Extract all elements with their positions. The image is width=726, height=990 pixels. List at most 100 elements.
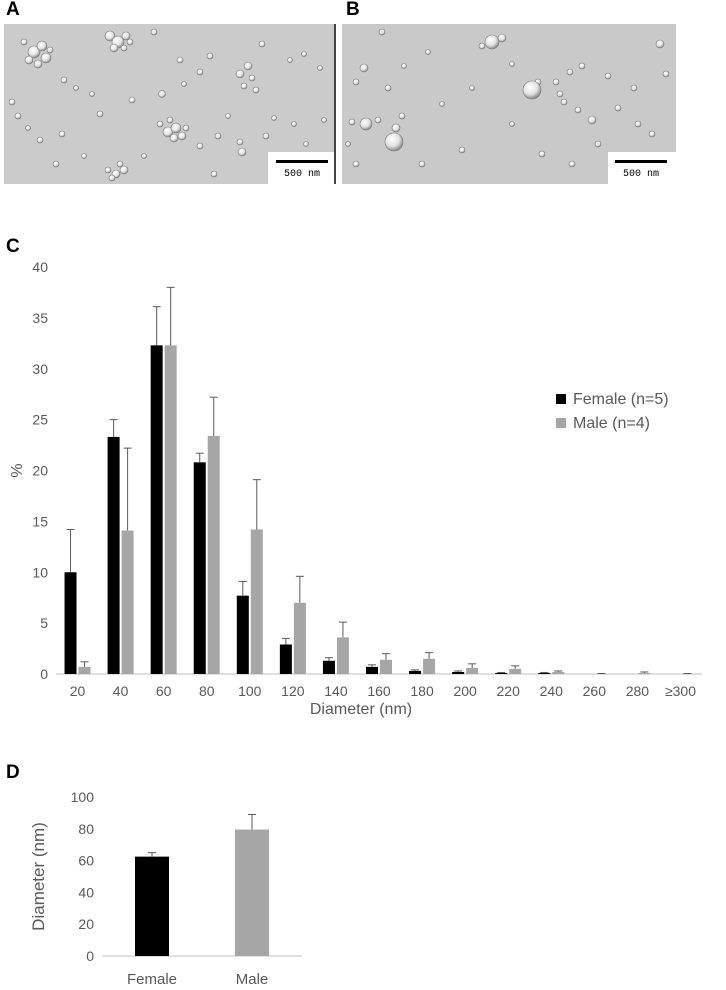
bar-male [78, 666, 91, 674]
vesicle [252, 86, 260, 94]
vesicle [469, 85, 475, 91]
vesicle [248, 74, 256, 82]
vesicle [158, 90, 166, 98]
vesicle [177, 131, 187, 141]
legend-label: Male (n=4) [573, 415, 650, 432]
vesicle [578, 62, 586, 70]
vesicle [359, 63, 369, 73]
y-tick-label: 40 [32, 259, 48, 275]
bar-male [164, 345, 177, 674]
panel-label-b: B [346, 0, 360, 20]
vesicle [60, 76, 68, 84]
vesicle [587, 115, 597, 125]
vesicle [182, 124, 190, 132]
vesicle [439, 101, 445, 107]
vesicle [119, 165, 129, 175]
x-axis-title: Diameter (nm) [310, 701, 412, 718]
bar-female [495, 672, 508, 674]
vesicles-a [8, 28, 327, 182]
x-tick-label: 240 [540, 683, 564, 699]
mean-diameter-chart: 0 20 40 60 80 100 Female Male Diameter (nm) [29, 789, 302, 988]
x-tick-label: 100 [238, 683, 262, 699]
bar-male [250, 529, 263, 674]
vesicle [634, 120, 642, 128]
bar-male [552, 671, 565, 674]
bar-female [64, 572, 77, 674]
vesicle [497, 33, 507, 43]
vesicle [374, 116, 382, 124]
vesicle [262, 132, 270, 140]
vesicle [458, 146, 466, 154]
vesicle [398, 112, 406, 120]
vesicle [181, 81, 187, 87]
vesicle [271, 115, 277, 121]
vesicle [141, 153, 147, 159]
vesicle [258, 40, 266, 48]
y-tick-label: 80 [78, 821, 94, 837]
y-axis-title: % [9, 463, 26, 477]
vesicle [538, 150, 546, 158]
bar-male [336, 637, 349, 674]
bar-female [107, 436, 120, 674]
x-tick-label: 60 [156, 683, 172, 699]
vesicle [345, 141, 351, 147]
vesicle [568, 160, 576, 168]
vesicle [96, 110, 104, 118]
x-tick-label: 120 [281, 683, 305, 699]
scale-label-a: 500 nm [284, 169, 320, 180]
vesicle [287, 57, 293, 63]
vesicle [604, 72, 612, 80]
vesicle [25, 125, 31, 131]
y-tick-label: 0 [40, 666, 48, 682]
vesicle [560, 98, 568, 106]
vesicle [81, 153, 87, 159]
vesicle [243, 61, 253, 71]
vesicle [225, 113, 231, 119]
vesicle [214, 132, 222, 140]
legend-swatch [556, 418, 566, 428]
vesicle [150, 28, 158, 36]
vesicle [210, 170, 218, 178]
vesicle [566, 68, 574, 76]
vesicle [237, 147, 247, 157]
bar-male [466, 667, 479, 674]
vesicle [236, 138, 244, 146]
vesicle [662, 70, 670, 78]
bar-female [366, 666, 378, 674]
vesicle [509, 61, 515, 67]
vesicle [391, 123, 401, 133]
bar-female [322, 660, 335, 674]
vesicle [359, 117, 373, 131]
bar-male [638, 672, 651, 674]
bar-male [293, 602, 306, 674]
vesicle [109, 43, 119, 53]
legend-label: Female (n=5) [573, 391, 669, 408]
legend: Female (n=5) Male (n=4) [556, 391, 669, 432]
vesicle [89, 91, 95, 97]
vesicle [40, 52, 52, 64]
bar-male [235, 829, 269, 956]
vesicle [20, 38, 28, 46]
vesicle [574, 106, 582, 114]
x-tick-label: 80 [199, 683, 215, 699]
vesicle [108, 174, 116, 182]
scale-box-a [268, 152, 336, 184]
vesicle [321, 117, 327, 123]
x-tick-label: Female [127, 971, 177, 988]
y-tick-label: 5 [40, 615, 48, 631]
vesicle [121, 31, 131, 41]
bar-male [509, 668, 522, 674]
vesicle [196, 142, 204, 150]
vesicle [176, 56, 184, 64]
bar-female [236, 595, 249, 674]
y-tick-label: 15 [32, 513, 48, 529]
vesicle [655, 39, 665, 49]
vesicle [235, 69, 245, 79]
vesicle [303, 141, 309, 147]
bar-female [538, 672, 551, 674]
vesicle [556, 90, 564, 98]
x-tick-label: 160 [367, 683, 391, 699]
x-tick-label: Male [236, 971, 269, 988]
bar-female [150, 345, 163, 674]
vesicle [630, 84, 638, 92]
